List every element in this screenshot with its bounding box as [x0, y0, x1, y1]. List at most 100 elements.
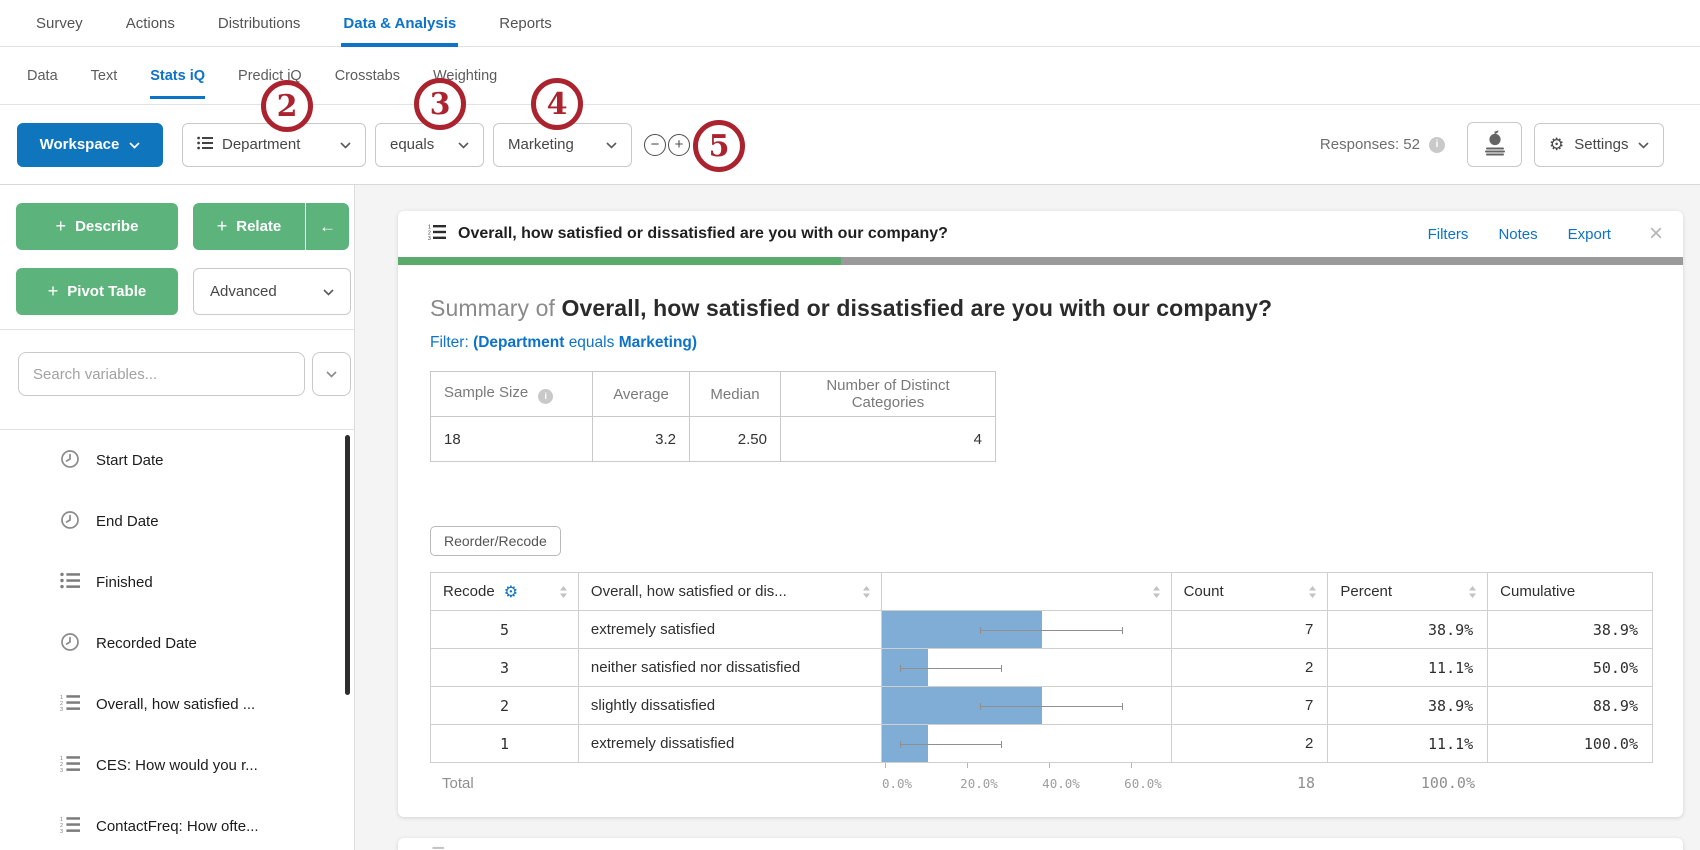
cell-cumulative: 50.0% [1487, 648, 1653, 687]
variable-item-ces-how-would-you-r[interactable]: 1 2 3 CES: How would you r... [0, 735, 354, 796]
close-icon[interactable]: × [1648, 220, 1663, 247]
column-header-chart[interactable] [881, 572, 1172, 611]
sub-nav-item-predict-iq[interactable]: Predict iQ [238, 67, 302, 84]
workspace-label: Workspace [39, 136, 120, 153]
paren: ( [473, 334, 479, 351]
filter-description[interactable]: Filter: (Department equals Marketing) [430, 334, 1653, 352]
top-nav-item-actions[interactable]: Actions [125, 14, 175, 32]
x-axis: 0.0% 20.0% 40.0% 60.0% [882, 763, 1172, 803]
cell-percent: 38.9% [1327, 610, 1489, 649]
stats-value-number-of-distinct-categories: 4 [780, 416, 996, 462]
column-header-recode[interactable]: Recode ⚙ [430, 572, 579, 611]
cell-cumulative: 88.9% [1487, 686, 1653, 725]
sub-nav-item-text[interactable]: Text [90, 67, 118, 84]
total-row: Total 0.0% 20.0% 40.0% 60.0% 18 100.0% [430, 763, 1653, 803]
filters-link[interactable]: Filters [1427, 225, 1469, 243]
table-row[interactable]: 2 slightly dissatisfied 7 38.9% 88.9% [430, 686, 1653, 725]
variable-item-start-date[interactable]: Start Date [0, 430, 354, 491]
cell-recode: 5 [430, 610, 579, 649]
summary-prefix: Summary of [430, 295, 555, 321]
sort-icon[interactable] [862, 585, 871, 598]
cell-percent: 11.1% [1327, 724, 1489, 763]
axis-tick [885, 763, 886, 768]
list-icon [197, 136, 213, 154]
chevron-down-icon [340, 136, 351, 153]
gear-icon[interactable]: ⚙ [503, 582, 519, 601]
relate-button[interactable]: + Relate [193, 203, 305, 250]
svg-text:3: 3 [428, 236, 431, 240]
chevron-down-icon [129, 136, 140, 153]
sort-icon[interactable] [1152, 585, 1161, 598]
column-header-percent[interactable]: Percent [1327, 572, 1489, 611]
sort-icon[interactable] [1468, 585, 1477, 598]
column-header-overall-how-satisfied-or-dis[interactable]: Overall, how satisfied or dis... [577, 572, 883, 611]
variable-item-end-date[interactable]: End Date [0, 491, 354, 552]
learning-library-button[interactable] [1467, 122, 1522, 167]
stats-header-number-of-distinct-categories: Number of Distinct Categories [780, 371, 996, 417]
table-row[interactable]: 5 extremely satisfied 7 38.9% 38.9% [430, 610, 1653, 649]
filter-variable-dropdown[interactable]: Department [182, 122, 366, 167]
svg-text:1: 1 [60, 695, 63, 701]
cell-count: 2 [1170, 648, 1329, 687]
table-row[interactable]: 3 neither satisfied nor dissatisfied 2 11.1… [430, 648, 1653, 687]
filter-value-dropdown[interactable]: Marketing [493, 122, 632, 167]
stats-header-median: Median [689, 371, 781, 417]
advanced-dropdown[interactable]: Advanced [193, 268, 351, 315]
progress-bar [398, 257, 1683, 265]
sub-nav-item-stats-iq[interactable]: Stats iQ [150, 47, 205, 105]
top-nav-item-distributions[interactable]: Distributions [217, 14, 301, 32]
info-icon[interactable]: i [538, 388, 554, 404]
info-icon[interactable]: i [1429, 136, 1445, 153]
stats-header-average: Average [592, 371, 690, 417]
top-nav: Survey Actions Distributions Data & Analysi… [0, 0, 1700, 47]
notes-link[interactable]: Notes [1498, 225, 1538, 243]
sort-icon[interactable] [559, 585, 568, 598]
numbered-list-icon: 1 2 3 [428, 224, 446, 245]
annotation-circle-5: 5 [693, 120, 745, 172]
reorder-recode-button[interactable]: Reorder/Recode [430, 526, 561, 556]
progress-fill [398, 257, 842, 265]
top-nav-item-data-analysis[interactable]: Data & Analysis [341, 0, 459, 47]
settings-button[interactable]: ⚙ Settings [1534, 122, 1664, 167]
cell-count: 2 [1170, 724, 1329, 763]
add-filter-icon[interactable]: + [668, 133, 690, 156]
sort-icon[interactable] [1308, 585, 1317, 598]
sub-nav-item-crosstabs[interactable]: Crosstabs [334, 67, 400, 84]
search-filter-dropdown[interactable] [312, 352, 351, 396]
column-header-count[interactable]: Count [1170, 572, 1329, 611]
next-analysis-card [398, 838, 1683, 850]
svg-text:3: 3 [60, 829, 63, 833]
variable-item-overall-how-satisfied[interactable]: 1 2 3 Overall, how satisfied ... [0, 674, 354, 735]
export-link[interactable]: Export [1567, 225, 1611, 243]
filter-operator-dropdown[interactable]: equals [375, 122, 484, 167]
cell-count: 7 [1170, 610, 1329, 649]
column-label: Recode [443, 583, 495, 600]
top-nav-item-reports[interactable]: Reports [499, 14, 552, 32]
describe-button[interactable]: + Describe [16, 203, 178, 250]
workspace-button[interactable]: Workspace [17, 122, 163, 167]
frequency-table: Recode ⚙ Overall, how satisfied or dis... C… [430, 572, 1653, 763]
confidence-interval-whisker [899, 740, 1003, 748]
variable-item-finished[interactable]: Finished [0, 552, 354, 613]
pivot-table-label: Pivot Table [67, 283, 147, 300]
axis-tick-label: 0.0% [881, 776, 913, 791]
column-label: Cumulative [1500, 583, 1576, 600]
table-row[interactable]: 1 extremely dissatisfied 2 11.1% 100.0% [430, 724, 1653, 763]
annotation-circle-4: 4 [531, 78, 583, 130]
filter-operator: equals [568, 334, 615, 351]
search-variables-input[interactable] [18, 352, 305, 396]
remove-filter-icon[interactable]: − [644, 133, 666, 156]
variable-item-contactfreq-how-ofte[interactable]: 1 2 3 ContactFreq: How ofte... [0, 796, 354, 850]
cell-cumulative: 38.9% [1487, 610, 1653, 649]
pivot-table-button[interactable]: + Pivot Table [16, 268, 178, 315]
stats-value-average: 3.2 [592, 416, 690, 462]
top-nav-item-survey[interactable]: Survey [36, 14, 83, 32]
sub-nav-item-data[interactable]: Data [27, 67, 58, 84]
variable-item-recorded-date[interactable]: Recorded Date [0, 613, 354, 674]
collapse-sidebar-button[interactable]: ← [305, 203, 349, 250]
svg-text:2: 2 [60, 823, 63, 829]
svg-text:3: 3 [60, 768, 63, 772]
sidebar-scrollbar[interactable] [345, 435, 350, 695]
